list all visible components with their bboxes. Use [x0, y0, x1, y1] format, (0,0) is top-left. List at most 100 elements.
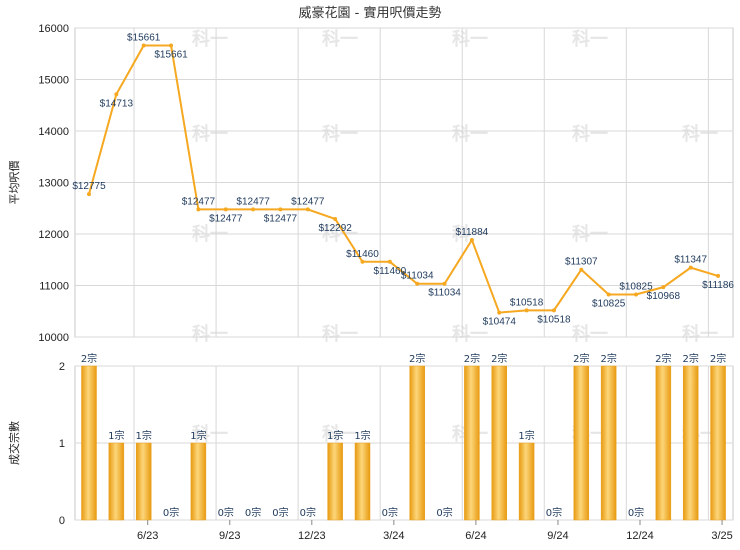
volume-bar — [518, 442, 535, 521]
volume-bar-label: 2宗 — [600, 352, 616, 365]
volume-bar-label: 1宗 — [190, 429, 206, 442]
x-tick-label: 9/23 — [219, 530, 240, 542]
price-y-tick-label: 15000 — [38, 75, 69, 87]
volume-bar-label: 2宗 — [464, 352, 480, 365]
x-tick-label: 6/23 — [137, 530, 158, 542]
price-point-label: $12775 — [72, 181, 106, 192]
bar-layer — [81, 365, 726, 521]
volume-bar-label: 2宗 — [710, 352, 726, 365]
watermark-text: 科一 — [322, 28, 358, 50]
price-y-axis-title: 平均呎價 — [7, 161, 21, 205]
price-point — [661, 285, 666, 290]
volume-bar — [710, 365, 726, 521]
price-point-label: $10968 — [647, 291, 681, 302]
watermark-text: 科一 — [192, 423, 228, 445]
volume-bar-label: 2宗 — [683, 352, 699, 365]
volume-bar-label: 0宗 — [628, 506, 644, 519]
price-point — [196, 207, 201, 212]
price-point-label: $10518 — [510, 297, 544, 308]
volume-bar — [327, 442, 343, 521]
price-point — [114, 92, 119, 97]
watermark-text: 科一 — [572, 323, 608, 345]
volume-bar-label: 2宗 — [655, 352, 671, 365]
price-point — [551, 308, 556, 313]
price-point-label: $11186 — [702, 280, 734, 291]
volume-bar-label: 2宗 — [409, 352, 425, 365]
volume-bar — [135, 442, 152, 521]
price-point — [634, 292, 638, 297]
watermark-text: 科一 — [192, 28, 228, 50]
price-y-tick-label: 11000 — [39, 281, 69, 293]
line-layer — [87, 43, 721, 315]
price-point-label: $10474 — [483, 317, 517, 328]
volume-bar-label: 2宗 — [81, 352, 97, 365]
price-point — [497, 310, 502, 315]
price-point — [87, 192, 91, 197]
volume-bar-label: 0宗 — [546, 506, 562, 519]
price-point — [415, 281, 420, 286]
price-point-label: $12292 — [318, 223, 352, 234]
volume-y-tick-label: 1 — [59, 438, 65, 450]
watermark-text: 科一 — [682, 123, 718, 145]
volume-bar-label: 0宗 — [163, 506, 179, 519]
watermark-text: 科一 — [192, 123, 228, 145]
price-y-tick-label: 12000 — [38, 229, 69, 241]
volume-y-tick-label: 2 — [59, 361, 65, 373]
price-point — [579, 267, 584, 272]
label-layer: 2宗 1宗 1宗 0宗 1宗 0宗 0宗 0宗 0宗 1宗 1宗 0宗 2宗 0宗 2宗 2宗 1宗 0宗 2宗 2宗… — [72, 32, 734, 519]
price-point — [524, 308, 529, 313]
price-point — [141, 43, 146, 48]
price-point — [469, 237, 474, 242]
price-point — [716, 273, 721, 278]
volume-bar-label: 1宗 — [327, 429, 343, 442]
volume-bar-label: 0宗 — [218, 506, 234, 519]
price-point-label: $12477 — [182, 196, 216, 207]
axis-layer: 10000 11000 12000 13000 14000 15000 16000 0 1 2 6/… — [7, 23, 733, 542]
price-point-label: $12477 — [236, 196, 270, 207]
price-point-label: $11884 — [456, 227, 489, 238]
x-tick-label: 12/23 — [298, 530, 326, 542]
price-point — [305, 207, 310, 212]
price-point-label: $11347 — [674, 255, 707, 266]
price-point-label: $11034 — [428, 288, 461, 299]
price-point-label: $11307 — [565, 257, 598, 268]
volume-bar-label: 1宗 — [518, 429, 534, 442]
volume-bar — [108, 442, 125, 521]
watermark-text: 科一 — [572, 28, 608, 50]
price-point — [251, 207, 256, 212]
watermark-text: 科一 — [322, 123, 358, 145]
watermark-text: 科一 — [322, 323, 358, 345]
price-point-label: $12477 — [264, 213, 298, 224]
volume-bar — [464, 365, 480, 521]
price-point — [606, 292, 611, 297]
volume-bar — [354, 442, 371, 521]
price-point-label: $10825 — [619, 282, 653, 293]
watermark-text: 科一 — [452, 323, 488, 345]
volume-y-tick-label: 0 — [59, 515, 65, 527]
volume-bar-label: 0宗 — [272, 506, 288, 519]
volume-bar — [682, 365, 699, 521]
price-point — [223, 207, 228, 212]
volume-bar-label: 2宗 — [491, 352, 507, 365]
volume-bar — [573, 365, 590, 521]
watermark-text: 科一 — [322, 423, 358, 445]
watermark-text: 科一 — [192, 323, 228, 345]
price-point — [333, 216, 338, 221]
price-point-label: $12477 — [209, 213, 243, 224]
price-point-label: $11460 — [346, 249, 379, 260]
price-point — [387, 259, 392, 264]
volume-bar — [190, 442, 207, 521]
volume-bar — [491, 365, 507, 521]
volume-bar-label: 0宗 — [436, 506, 452, 519]
price-point — [169, 43, 174, 48]
price-point-label: $15661 — [127, 32, 161, 43]
price-point-label: $10825 — [592, 299, 626, 310]
price-point — [442, 281, 447, 286]
volume-bar-label: 2宗 — [573, 352, 589, 365]
volume-bar — [81, 365, 97, 521]
price-y-tick-label: 16000 — [38, 23, 69, 35]
volume-y-axis-title: 成交宗數 — [7, 421, 21, 465]
price-line — [88, 44, 719, 314]
volume-bar-label: 0宗 — [300, 506, 316, 519]
